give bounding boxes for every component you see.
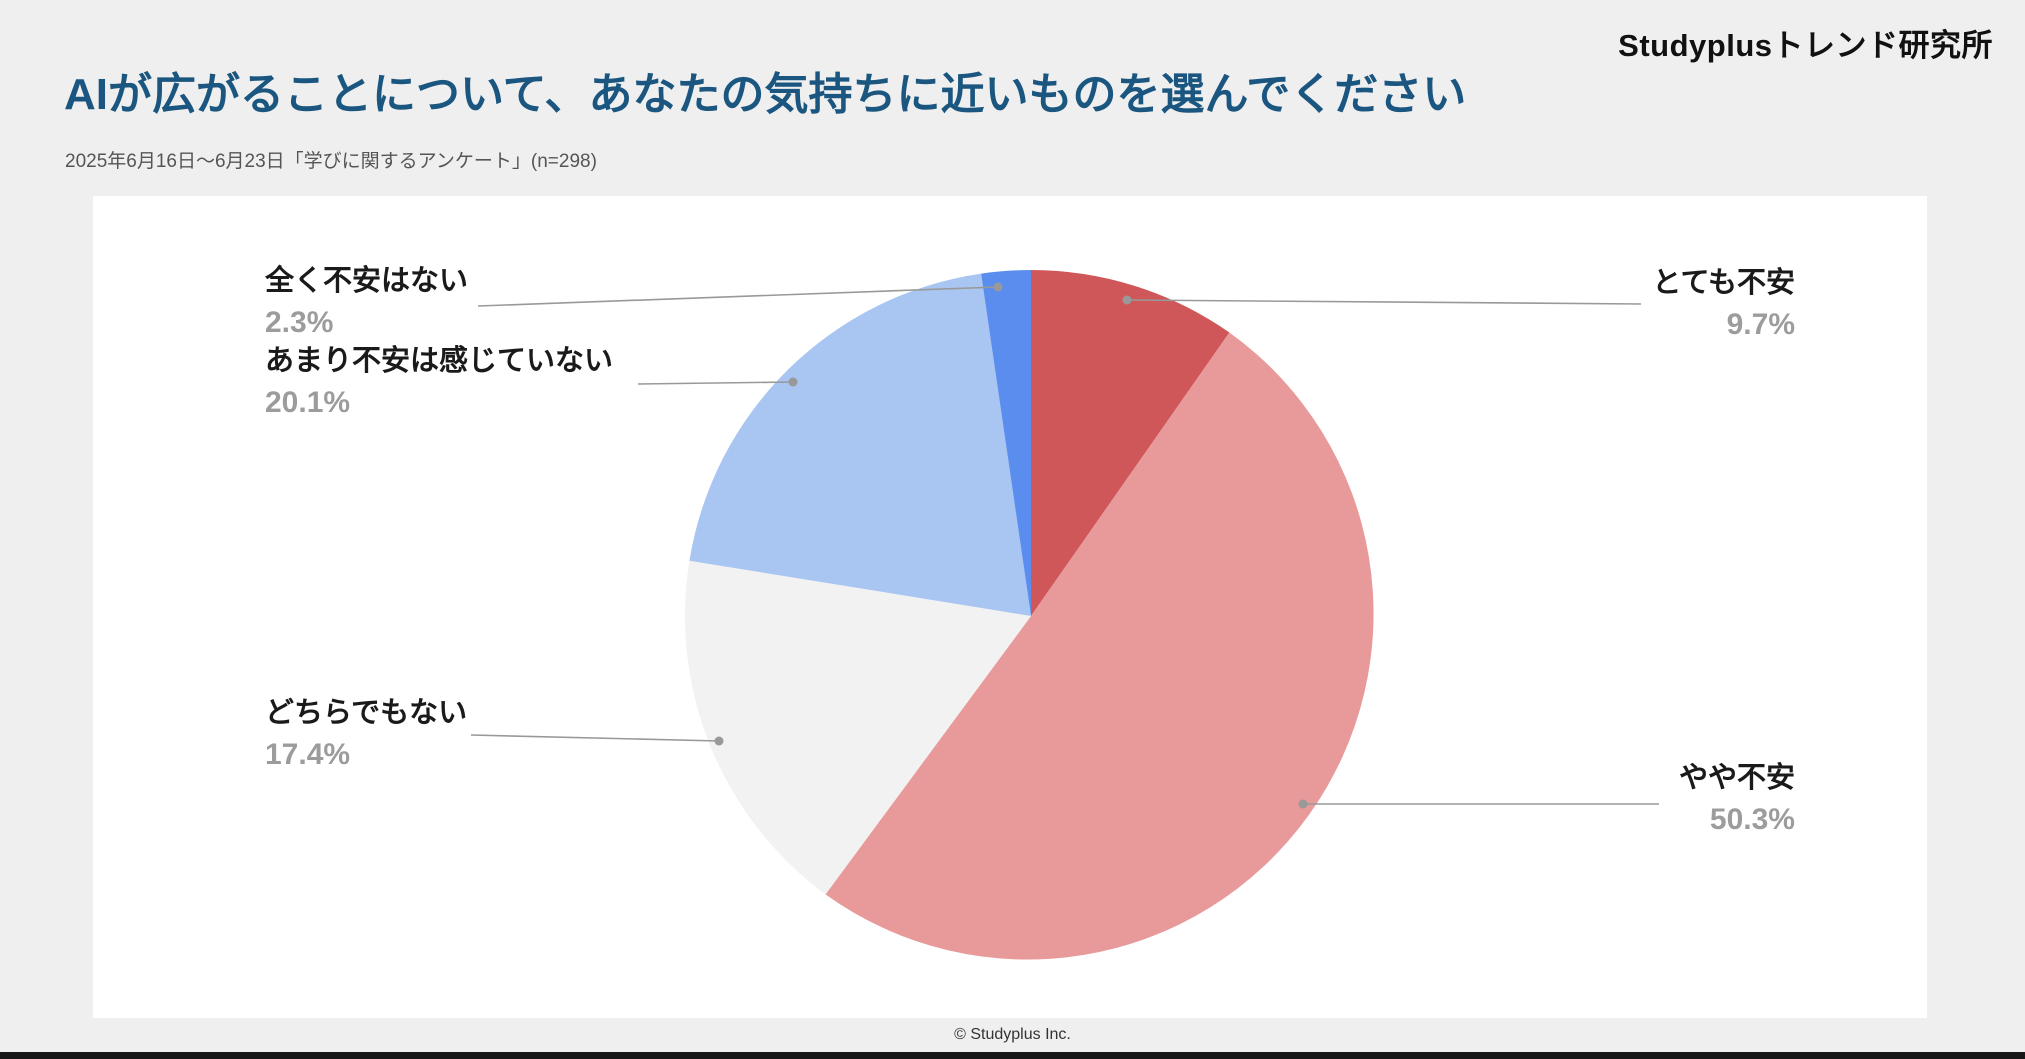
pie-chart	[470, 269, 1659, 960]
leader-line	[1126, 299, 1642, 305]
callout-label: 全く不安はない	[265, 265, 469, 297]
brand-logo: Studyplusトレンド研究所	[1618, 28, 1993, 63]
callout-label: とても不安	[1652, 267, 1795, 299]
leader-dot	[1298, 799, 1308, 809]
callout-label: やや不安	[1678, 762, 1795, 794]
leader-dot	[714, 736, 724, 746]
pie-slice-0	[1031, 270, 1230, 616]
leader-dot	[993, 282, 1003, 292]
leader-line	[637, 381, 794, 385]
pie-slice-3	[689, 273, 1031, 616]
callout-somewhat-anxious: やや不安 50.3%	[1678, 762, 1795, 836]
leader-dot	[788, 377, 798, 387]
pie-slice-1	[825, 332, 1374, 960]
leader-dot	[1122, 295, 1132, 305]
copyright: © Studyplus Inc.	[954, 1026, 1071, 1043]
survey-subtitle: 2025年6月16日～6月23日「学びに関するアンケート」(n=298)	[65, 151, 597, 172]
callout-value: 20.1%	[265, 385, 351, 419]
callout-label: どちらでもない	[265, 697, 468, 729]
callout-no-anxiety: 全く不安はない 2.3%	[265, 265, 469, 339]
callout-value: 9.7%	[1726, 307, 1795, 341]
callout-very-anxious: とても不安 9.7%	[1652, 267, 1795, 341]
leader-line	[470, 734, 720, 742]
callout-value: 17.4%	[265, 737, 351, 771]
callout-not-very-anxious: あまり不安は感じていない 20.1%	[265, 345, 614, 419]
pie-slice-4	[981, 269, 1031, 616]
callout-value: 2.3%	[265, 305, 334, 339]
callout-neutral: どちらでもない 17.4%	[265, 697, 468, 771]
chart-card: 全く不安はない 2.3% あまり不安は感じていない 20.1% どちらでもない …	[93, 196, 1927, 1018]
page-title: AIが広がることについて、あなたの気持ちに近いものを選んでください	[64, 70, 1467, 119]
bottom-edge-bar	[0, 1052, 2025, 1059]
callout-value: 50.3%	[1709, 802, 1795, 836]
leader-line	[477, 286, 999, 307]
callout-label: あまり不安は感じていない	[265, 345, 614, 377]
pie-slice-2	[684, 560, 1031, 895]
